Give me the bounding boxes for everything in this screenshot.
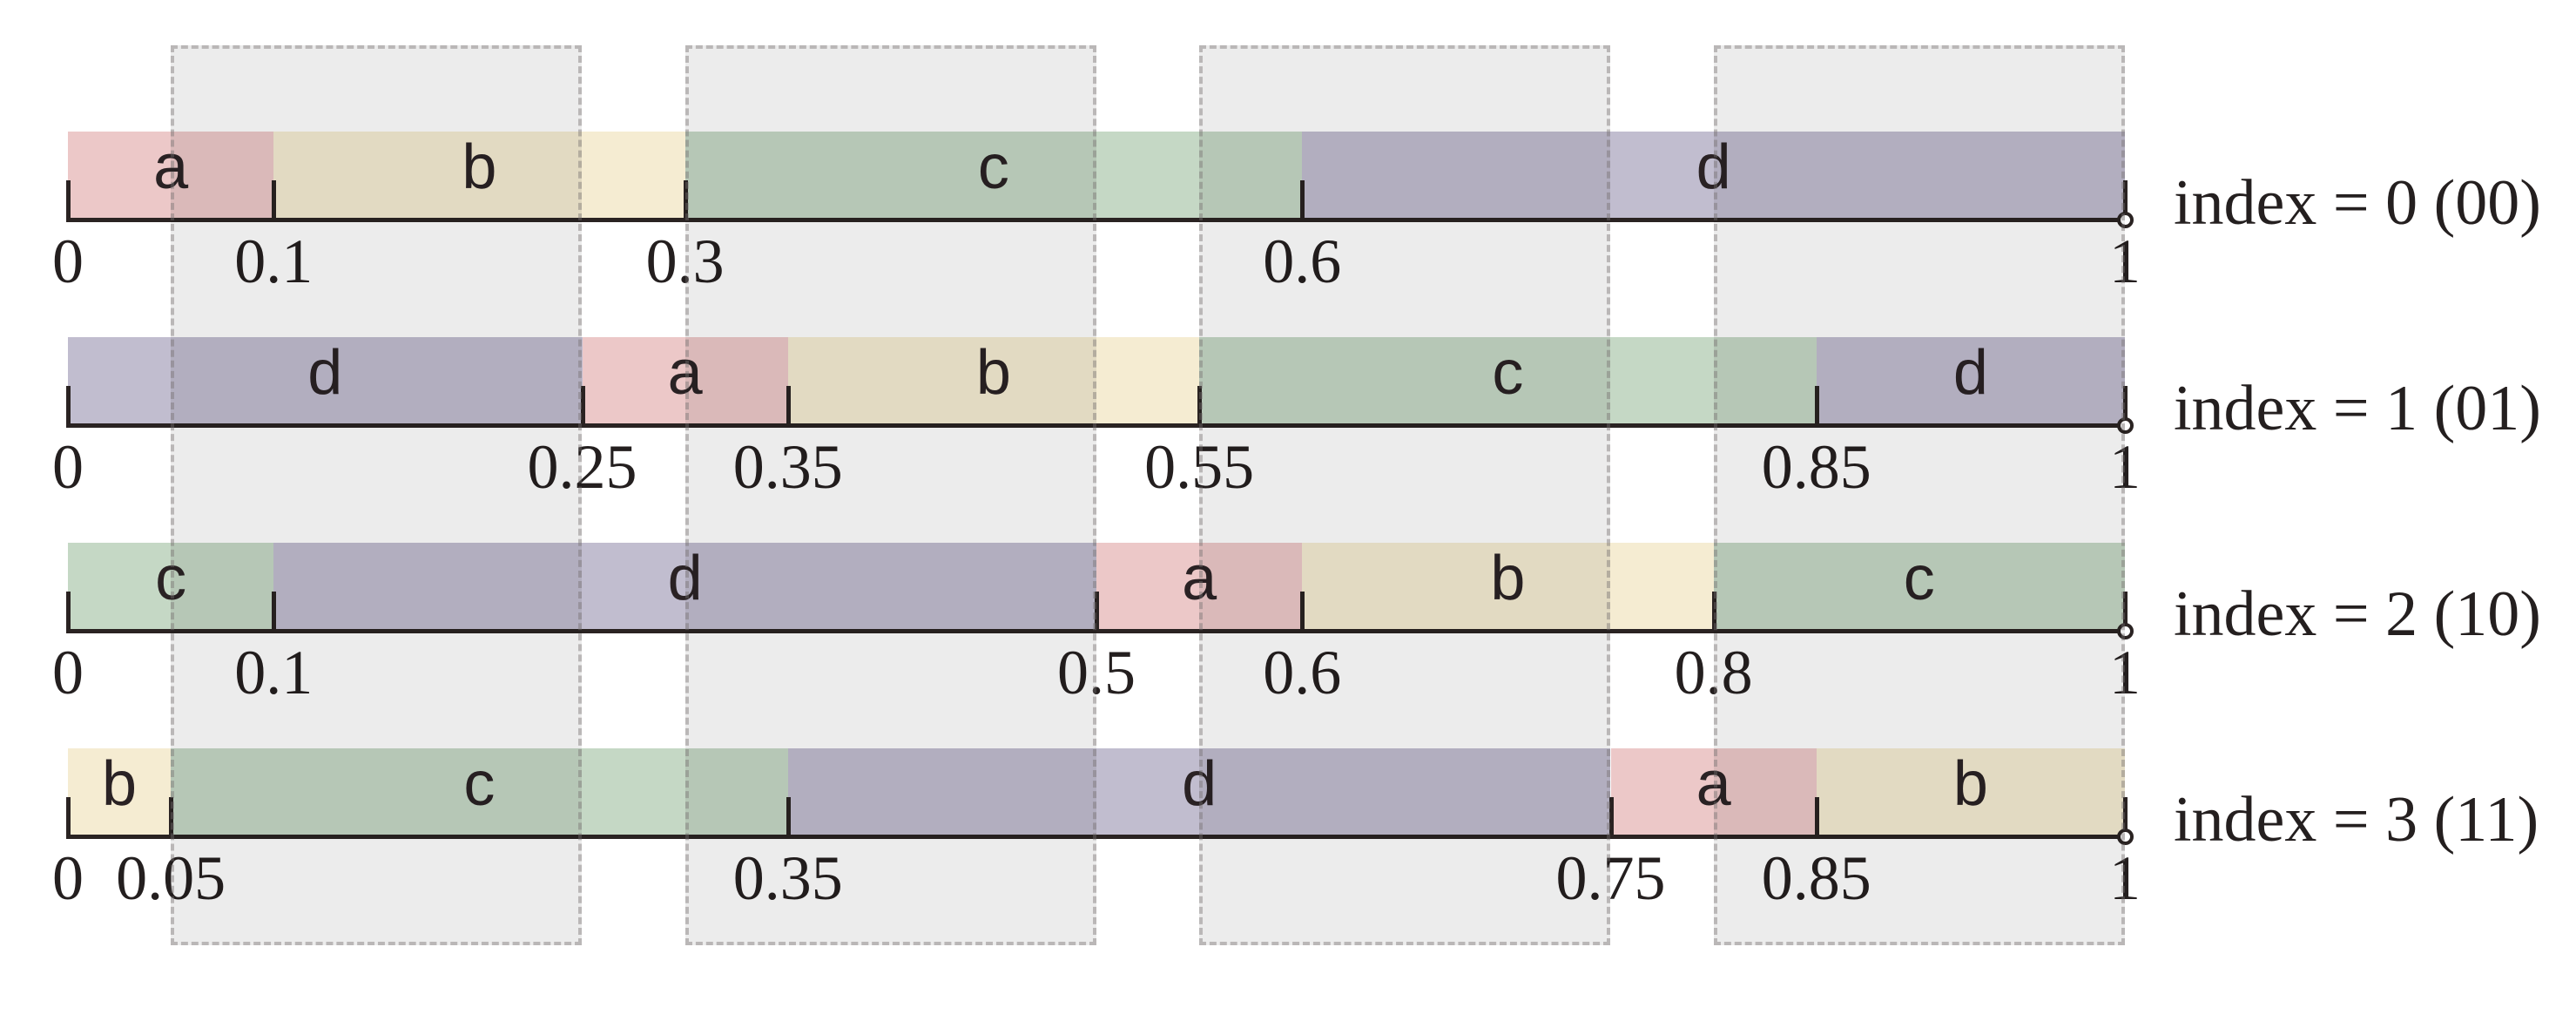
tick-label: 0.35 [732, 843, 843, 913]
tick-mark [2123, 592, 2128, 633]
bar-segment [68, 337, 583, 426]
tick-label: 0.55 [1144, 432, 1255, 502]
tick-mark [1095, 592, 1099, 633]
segment-label: a [1696, 749, 1731, 819]
tick-mark [1197, 386, 1203, 428]
bar-segment [171, 748, 788, 837]
tick-label: 0 [52, 843, 84, 913]
segment-label: c [463, 749, 496, 819]
tick-label: 1 [2109, 432, 2141, 502]
axis-open-endpoint-icon [2117, 623, 2134, 639]
axis-open-endpoint-icon [2117, 417, 2134, 434]
bar-segment [273, 132, 685, 220]
tick-mark [1300, 180, 1305, 222]
segment-label: b [462, 132, 497, 202]
bar-segment [1199, 337, 1817, 426]
segment-label: d [1182, 749, 1217, 819]
axis-open-endpoint-icon [2117, 212, 2134, 228]
tick-mark [66, 180, 71, 222]
segment-label: c [977, 132, 1009, 202]
tick-label: 1 [2109, 638, 2141, 707]
bar-segment [1302, 543, 1714, 632]
tick-label: 0.05 [116, 843, 226, 913]
segment-label: c [1492, 338, 1524, 408]
tick-label: 0.6 [1263, 227, 1342, 296]
row-index-label: index = 2 (10) [2174, 578, 2541, 650]
tick-mark [1300, 592, 1305, 633]
tick-label: 0.8 [1674, 638, 1753, 707]
bar-segment [787, 337, 1200, 426]
segment-label: b [1952, 749, 1988, 819]
tick-label: 0.1 [234, 227, 314, 296]
tick-label: 0.3 [645, 227, 725, 296]
bar-segment [68, 132, 274, 220]
tick-mark [1814, 797, 1819, 839]
tick-mark [66, 797, 71, 839]
bar-segment [1610, 748, 1817, 837]
tick-mark [683, 180, 688, 222]
axis-open-endpoint-icon [2117, 828, 2134, 845]
tick-label: 0.6 [1263, 638, 1342, 707]
tick-mark [2123, 797, 2128, 839]
tick-label: 0.25 [527, 432, 637, 502]
tick-mark [66, 592, 71, 633]
bar-segment [582, 337, 788, 426]
bar-segment [1302, 132, 2125, 220]
axis-line [68, 218, 2127, 222]
bar-segment [1713, 543, 2125, 632]
segment-label: a [667, 338, 703, 408]
row-index-label: index = 0 (00) [2174, 167, 2541, 239]
axis-line [68, 835, 2127, 839]
row-index-label: index = 3 (11) [2174, 784, 2539, 856]
segment-label: a [153, 132, 189, 202]
tick-label: 0.35 [732, 432, 843, 502]
axis-line [68, 423, 2127, 428]
tick-mark [786, 386, 791, 428]
bar-segment [68, 543, 274, 632]
segment-label: d [1952, 338, 1988, 408]
tick-label: 1 [2109, 843, 2141, 913]
tick-mark [1814, 386, 1819, 428]
bar-segment [1816, 337, 2125, 426]
tick-label: 0.85 [1761, 843, 1871, 913]
segment-label: d [667, 544, 703, 613]
bar-segment [1096, 543, 1303, 632]
tick-mark [1608, 797, 1614, 839]
tick-label: 1 [2109, 227, 2141, 296]
segment-label: c [1903, 544, 1935, 613]
tick-label: 0.75 [1555, 843, 1666, 913]
tick-mark [66, 386, 71, 428]
segment-label: b [975, 338, 1011, 408]
tick-mark [272, 180, 277, 222]
tick-label: 0 [52, 432, 84, 502]
tick-mark [580, 386, 585, 428]
segment-label: d [307, 338, 343, 408]
tick-label: 0 [52, 638, 84, 707]
tick-mark [2123, 180, 2128, 222]
bar-segment [787, 748, 1611, 837]
segment-label: b [1490, 544, 1526, 613]
tick-mark [2123, 386, 2128, 428]
tick-mark [169, 797, 174, 839]
tick-label: 0 [52, 227, 84, 296]
tick-label: 0.85 [1761, 432, 1871, 502]
segment-label: b [102, 749, 138, 819]
tick-label: 0.1 [234, 638, 314, 707]
segment-label: d [1696, 132, 1731, 202]
tick-mark [1711, 592, 1716, 633]
tick-mark [786, 797, 791, 839]
row-index-label: index = 1 (01) [2174, 373, 2541, 444]
bar-segment [684, 132, 1303, 220]
bar-segment [68, 748, 172, 837]
segment-label: a [1182, 544, 1217, 613]
tick-mark [272, 592, 277, 633]
tick-label: 0.5 [1057, 638, 1136, 707]
bar-segment [273, 543, 1096, 632]
bar-segment [1816, 748, 2125, 837]
segment-label: c [155, 544, 187, 613]
